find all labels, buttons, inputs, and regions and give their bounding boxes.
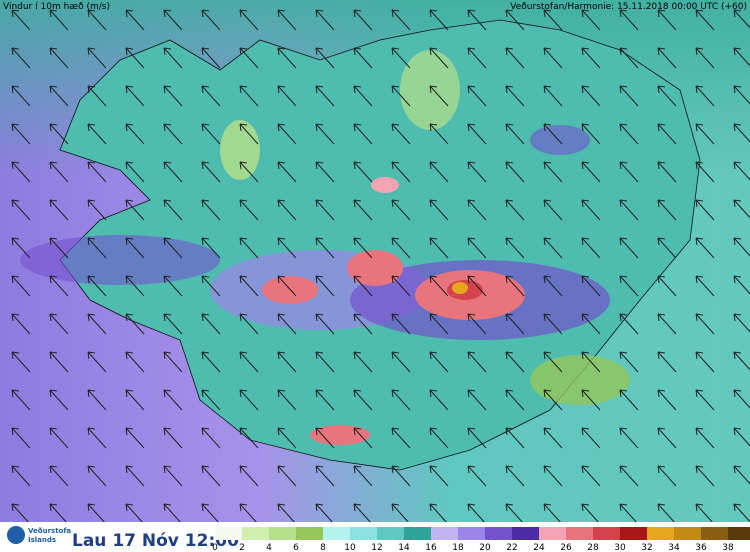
valid-time: Lau 17 Nóv 12:00: [72, 531, 239, 551]
legend-label: 22: [506, 543, 517, 552]
legend-label: 36: [695, 543, 707, 552]
logo-text: Íslands: [28, 535, 56, 544]
legend-swatch: [377, 527, 404, 540]
legend-swatch: [431, 527, 458, 540]
legend-swatch: [701, 527, 728, 540]
legend-label: 28: [587, 543, 599, 552]
legend-swatch: [539, 527, 566, 540]
color-legend: 0 2 4 6 8 10 12 14 16 18 20 22 24 26 28 30 32 34 36 38: [212, 527, 750, 552]
legend-label: 38: [722, 543, 734, 552]
legend-label: 24: [533, 543, 545, 552]
map-title: Vindur í 10m hæð (m/s): [3, 2, 110, 12]
legend-swatch: [512, 527, 539, 540]
legend-swatch: [404, 527, 431, 540]
legend-label: 12: [371, 543, 382, 552]
legend-swatch: [485, 527, 512, 540]
legend-swatch: [269, 527, 296, 540]
legend-swatch: [350, 527, 377, 540]
legend-swatch: [296, 527, 323, 540]
legend-label: 14: [398, 543, 410, 552]
legend-swatch: [593, 527, 620, 540]
legend-swatch: [728, 527, 750, 540]
legend-label: 10: [344, 543, 356, 552]
wind-arrows: [0, 0, 750, 522]
legend-label: 34: [668, 543, 680, 552]
legend-label: 0: [212, 543, 218, 552]
run-info: Veðurstofan/Harmonie: 15.11.2018 00:00 U…: [510, 2, 747, 12]
legend-label: 26: [560, 543, 572, 552]
legend-label: 4: [266, 543, 272, 552]
legend-label: 16: [425, 543, 437, 552]
legend-label: 18: [452, 543, 464, 552]
legend-label: 32: [641, 543, 652, 552]
legend-swatch: [566, 527, 593, 540]
legend-swatch: [458, 527, 485, 540]
legend-swatch: [242, 527, 269, 540]
logo-text: Veðurstofa: [28, 527, 71, 535]
legend-swatch: [647, 527, 674, 540]
legend-label: 6: [293, 543, 299, 552]
legend-swatch: [620, 527, 647, 540]
legend-swatch: [323, 527, 350, 540]
legend-swatch: [674, 527, 701, 540]
legend-label: 30: [614, 543, 626, 552]
legend-label: 20: [479, 543, 491, 552]
legend-label: 2: [239, 543, 245, 552]
legend-swatch: [215, 527, 242, 540]
legend-label: 8: [320, 543, 326, 552]
logo-icon: [7, 526, 25, 544]
